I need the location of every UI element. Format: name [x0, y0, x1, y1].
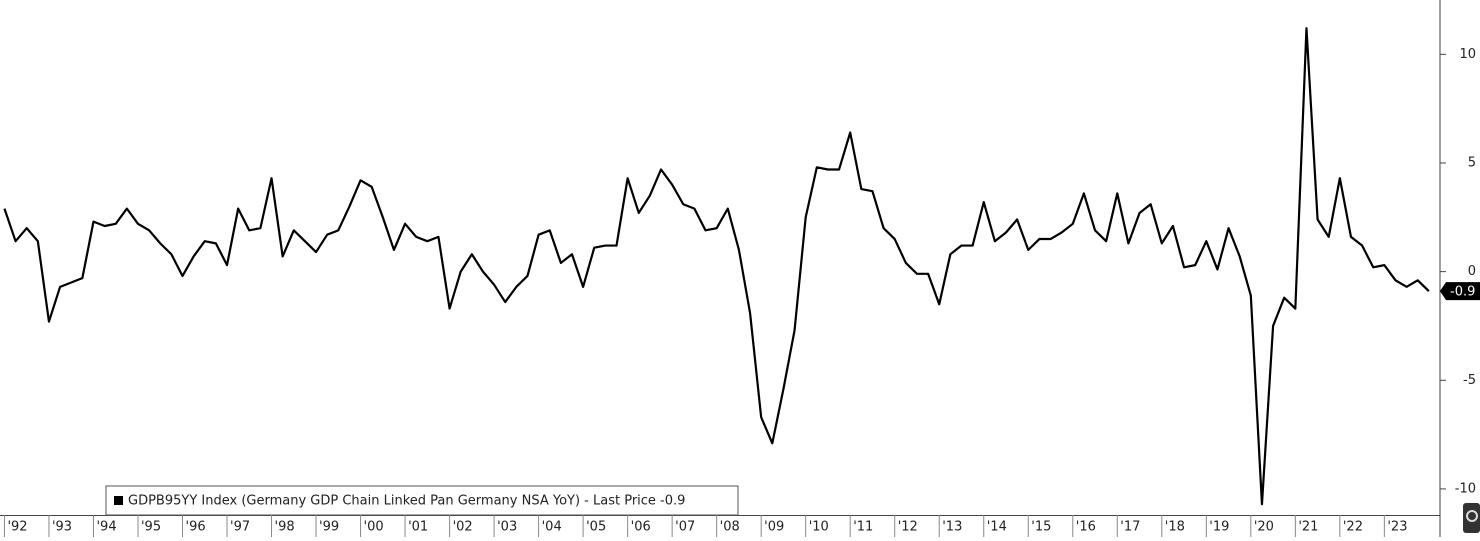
x-tick-label: '17: [1120, 520, 1140, 535]
x-tick-label: '07: [675, 520, 695, 535]
x-tick-label: '21: [1298, 520, 1318, 535]
x-tick-label: '14: [987, 520, 1007, 535]
x-tick-label: '13: [942, 520, 962, 535]
y-tick-label: 10: [1459, 47, 1476, 62]
x-tick-label: '92: [7, 520, 27, 535]
last-price-label: -0.9: [1450, 285, 1475, 300]
x-tick-label: '99: [319, 520, 339, 535]
y-tick-label: -5: [1463, 373, 1476, 388]
x-tick-label: '93: [52, 520, 72, 535]
y-tick-label: 0: [1468, 264, 1476, 279]
x-tick-label: '98: [275, 520, 295, 535]
x-tick-label: '95: [141, 520, 161, 535]
x-tick-label: '23: [1387, 520, 1407, 535]
x-tick-label: '03: [497, 520, 517, 535]
zoom-button[interactable]: [1463, 503, 1480, 533]
x-tick-label: '06: [631, 520, 651, 535]
x-tick-label: '19: [1209, 520, 1229, 535]
x-tick-label: '00: [364, 520, 384, 535]
y-tick-label: -10: [1455, 481, 1476, 496]
legend-box: [105, 485, 739, 516]
x-tick-label: '96: [186, 520, 206, 535]
zoom-icon: [1466, 510, 1478, 522]
x-tick-label: '09: [764, 520, 784, 535]
x-tick-label: '12: [898, 520, 918, 535]
last-price-tag: [1440, 282, 1480, 301]
legend-swatch: [114, 496, 123, 505]
x-tick-label: '97: [230, 520, 250, 535]
y-tick-label: 5: [1468, 155, 1476, 170]
x-tick-label: '16: [1076, 520, 1096, 535]
x-tick-label: '10: [809, 520, 829, 535]
line-series: [3, 27, 1430, 506]
x-tick-label: '04: [542, 520, 562, 535]
x-tick-label: '18: [1165, 520, 1185, 535]
x-tick-label: '01: [408, 520, 428, 535]
x-tick-label: '22: [1343, 520, 1363, 535]
x-tick-label: '20: [1254, 520, 1274, 535]
x-tick-label: '15: [1031, 520, 1051, 535]
x-tick-label: '94: [96, 520, 116, 535]
legend: GDPB95YY Index (Germany GDP Chain Linked…: [105, 485, 739, 516]
x-tick-label: '08: [720, 520, 740, 535]
legend-label: GDPB95YY Index (Germany GDP Chain Linked…: [128, 494, 685, 509]
x-tick-label: '02: [453, 520, 473, 535]
x-tick-label: '05: [586, 520, 606, 535]
x-tick-label: '11: [853, 520, 873, 535]
